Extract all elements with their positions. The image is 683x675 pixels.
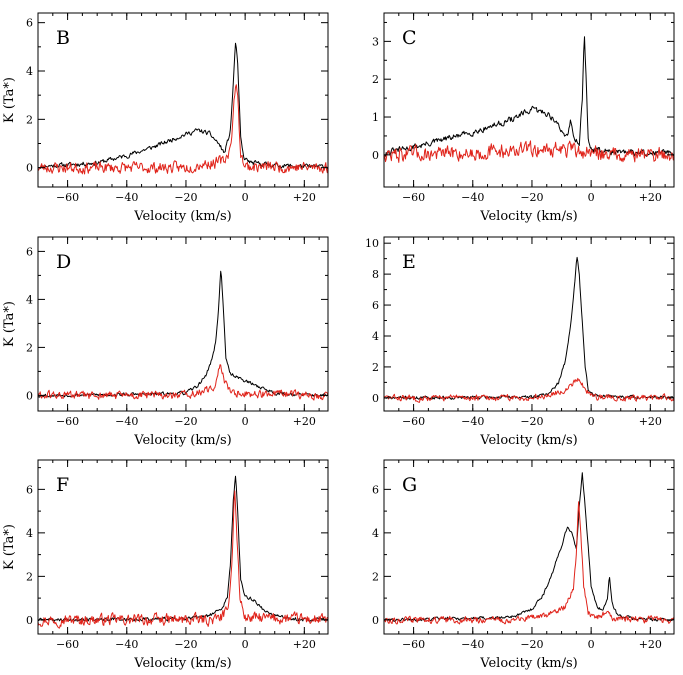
y-tick-label: 2 <box>26 113 33 126</box>
x-axis-title: Velocity (km/s) <box>133 656 231 671</box>
x-axis-title: Velocity (km/s) <box>133 209 231 224</box>
y-tick-label: 4 <box>26 293 33 306</box>
panel-b: −60 −40 −20 0 +20 0 2 4 6 B Velocity (km/s) K (Ta*) <box>2 12 329 224</box>
x-tick-label: −60 <box>402 415 425 428</box>
y-tick-label: 2 <box>372 73 379 86</box>
y-tick-label: 2 <box>26 570 33 583</box>
x-tick-label: −40 <box>461 638 484 651</box>
y-tick-label: 6 <box>26 17 33 30</box>
y-tick-label: 4 <box>26 65 33 78</box>
red-series-line <box>38 490 328 629</box>
panel-g: −60 −40 −20 0 +20 0 2 4 6 G Velocity (km/s) <box>372 459 675 671</box>
y-tick-label: 2 <box>26 341 33 354</box>
panel-label: G <box>402 474 417 496</box>
y-tick-label: 8 <box>372 268 379 281</box>
y-tick-label: 2 <box>372 570 379 583</box>
x-tick-label: −60 <box>56 638 79 651</box>
x-tick-label: 0 <box>588 191 595 204</box>
y-tick-label: 3 <box>372 35 379 48</box>
red-series-line <box>38 84 328 175</box>
x-tick-label: 0 <box>588 415 595 428</box>
panel-c: −60 −40 −20 0 +20 0 1 2 3 C Velocity (km/s) <box>372 12 675 224</box>
x-axis-title: Velocity (km/s) <box>133 433 231 448</box>
x-tick-label: +20 <box>293 191 316 204</box>
plot-frame <box>383 12 675 188</box>
x-tick-label: +20 <box>293 415 316 428</box>
x-tick-label: +20 <box>639 638 662 651</box>
x-tick-label: −20 <box>174 638 197 651</box>
panel-label: D <box>56 251 71 273</box>
y-tick-label: 10 <box>365 237 379 250</box>
x-tick-label: −20 <box>520 415 543 428</box>
y-axis-title: K (Ta*) <box>2 301 17 347</box>
y-tick-label: 0 <box>26 162 33 175</box>
black-series-line <box>384 256 674 400</box>
x-tick-label: −20 <box>174 415 197 428</box>
plot-frame <box>383 459 675 635</box>
y-tick-label: 1 <box>372 111 379 124</box>
x-tick-label: −60 <box>56 191 79 204</box>
panel-label: F <box>56 474 69 496</box>
red-series-line <box>38 364 328 401</box>
black-series-line <box>38 42 328 169</box>
x-tick-label: 0 <box>242 415 249 428</box>
y-tick-label: 6 <box>26 483 33 496</box>
plot-frame <box>37 12 329 188</box>
y-tick-label: 6 <box>26 245 33 258</box>
y-tick-label: 4 <box>26 527 33 540</box>
y-tick-label: 0 <box>26 614 33 627</box>
x-tick-label: +20 <box>293 638 316 651</box>
x-tick-label: −40 <box>115 191 138 204</box>
panel-f: −60 −40 −20 0 +20 0 2 4 6 F Velocity (km/s) K (Ta*) <box>2 459 329 671</box>
plot-frame <box>37 236 329 412</box>
red-series-line <box>384 140 674 163</box>
black-series-line <box>384 36 674 157</box>
panel-label: E <box>402 251 416 273</box>
x-tick-label: −60 <box>402 191 425 204</box>
x-axis-title: Velocity (km/s) <box>479 209 577 224</box>
plot-frame <box>37 459 329 635</box>
y-tick-label: 2 <box>372 361 379 374</box>
y-tick-label: 0 <box>26 389 33 402</box>
panel-label: C <box>402 27 417 49</box>
x-tick-label: −20 <box>520 191 543 204</box>
black-series-line <box>38 270 328 398</box>
panel-label: B <box>56 27 70 49</box>
y-tick-label: 4 <box>372 330 379 343</box>
x-tick-label: −20 <box>174 191 197 204</box>
x-tick-label: 0 <box>588 638 595 651</box>
x-tick-label: 0 <box>242 638 249 651</box>
black-series-line <box>38 475 328 622</box>
red-series-line <box>384 377 674 403</box>
y-axis-title: K (Ta*) <box>2 77 17 123</box>
x-tick-label: +20 <box>639 415 662 428</box>
x-tick-label: −60 <box>56 415 79 428</box>
y-tick-label: 4 <box>372 527 379 540</box>
black-series-line <box>384 472 674 622</box>
x-tick-label: −40 <box>461 415 484 428</box>
x-tick-label: −20 <box>520 638 543 651</box>
plot-frame <box>383 236 675 412</box>
y-tick-label: 6 <box>372 483 379 496</box>
y-tick-label: 0 <box>372 149 379 162</box>
x-axis-title: Velocity (km/s) <box>479 433 577 448</box>
x-tick-label: −40 <box>115 638 138 651</box>
y-tick-label: 0 <box>372 392 379 405</box>
x-tick-label: 0 <box>242 191 249 204</box>
y-tick-label: 6 <box>372 299 379 312</box>
panel-d: −60 −40 −20 0 +20 0 2 4 6 D Velocity (km/s) K (Ta*) <box>2 236 329 448</box>
x-axis-title: Velocity (km/s) <box>479 656 577 671</box>
y-axis-title: K (Ta*) <box>2 524 17 570</box>
red-series-line <box>384 501 674 625</box>
x-tick-label: −60 <box>402 638 425 651</box>
x-tick-label: +20 <box>639 191 662 204</box>
x-tick-label: −40 <box>115 415 138 428</box>
x-tick-label: −40 <box>461 191 484 204</box>
y-tick-label: 0 <box>372 614 379 627</box>
panel-e: −60 −40 −20 0 +20 0 2 4 6 8 10 E Velocity (km/s) <box>365 236 675 448</box>
